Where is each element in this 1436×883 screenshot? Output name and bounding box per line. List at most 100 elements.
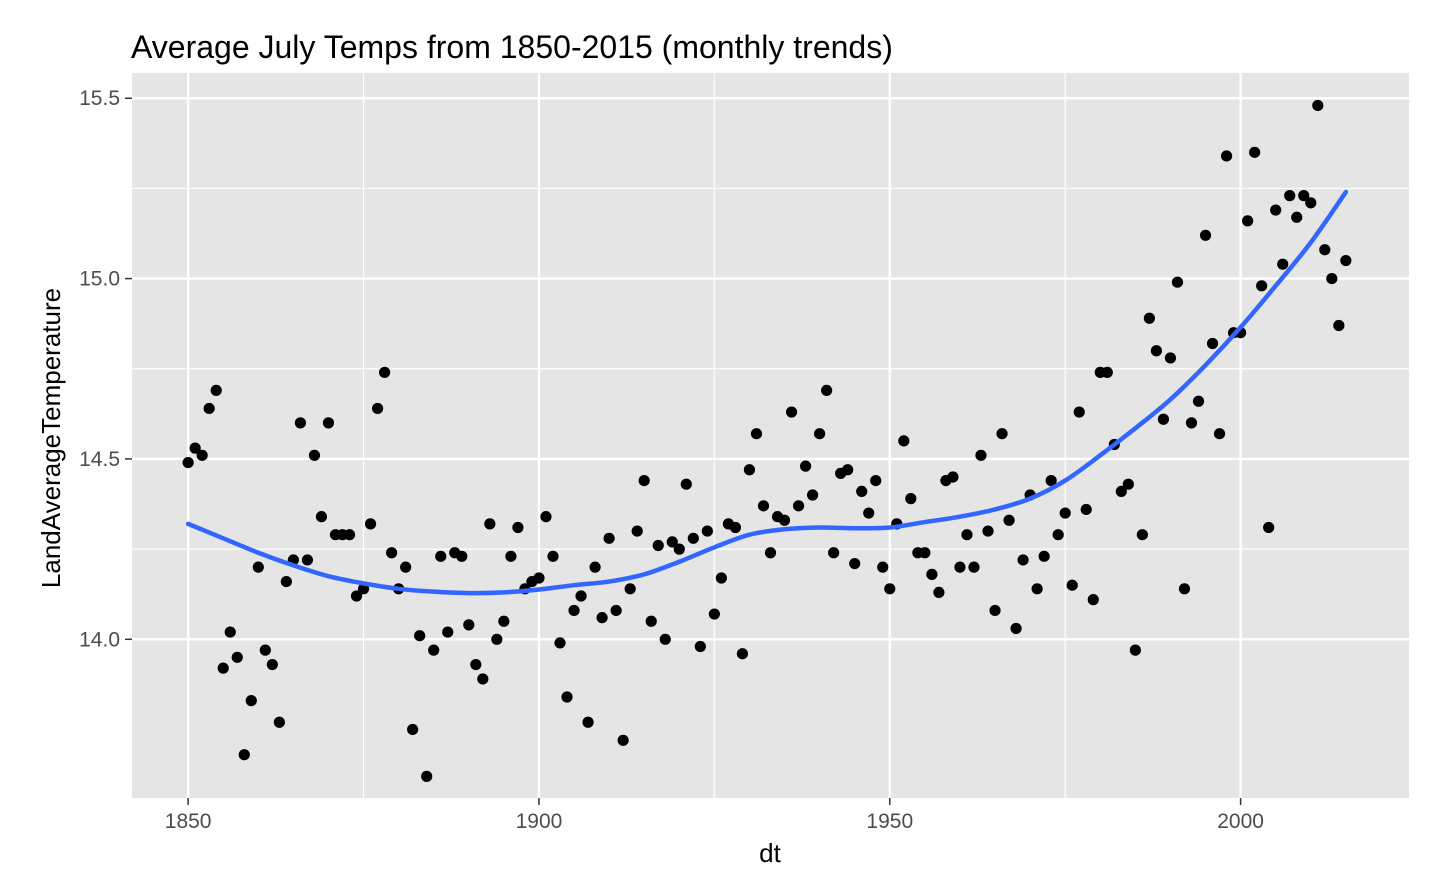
data-point (1045, 474, 1057, 487)
x-tick-label: 2000 (1217, 810, 1264, 833)
data-point (1171, 276, 1184, 288)
data-point (884, 583, 896, 595)
data-point (1003, 514, 1015, 526)
data-point (456, 550, 468, 562)
data-point (294, 417, 306, 429)
data-point (1242, 215, 1254, 227)
data-point (189, 442, 201, 454)
y-tick-label: 14.0 (79, 628, 120, 651)
data-point (238, 749, 250, 761)
data-point (1157, 413, 1170, 425)
data-point (217, 662, 229, 674)
data-point (1284, 190, 1296, 202)
data-point (996, 428, 1008, 440)
y-tick-label: 15.0 (79, 268, 120, 291)
data-point (484, 518, 496, 530)
data-point (414, 630, 426, 642)
data-point (1073, 406, 1085, 418)
data-point (1087, 594, 1099, 606)
data-point (547, 550, 559, 562)
x-axis-title: dt (759, 838, 781, 868)
data-point (1199, 229, 1212, 241)
data-point (1249, 146, 1261, 158)
data-point (378, 366, 391, 378)
data-point (533, 572, 545, 584)
data-point (1150, 345, 1163, 357)
data-point (821, 384, 833, 397)
data-point (877, 561, 889, 573)
data-point (1122, 478, 1134, 490)
data-point (1305, 197, 1317, 209)
data-point (673, 543, 685, 555)
data-point (343, 529, 356, 541)
scatter-points (182, 99, 1352, 782)
data-point (1052, 529, 1064, 541)
data-point (322, 417, 335, 429)
data-point (870, 474, 882, 487)
data-point (961, 529, 973, 541)
data-point (350, 590, 363, 602)
data-point (407, 723, 419, 736)
chart-title: Average July Temps from 1850-2015 (month… (131, 29, 893, 65)
data-point (491, 633, 503, 645)
data-point (743, 464, 756, 476)
data-point (624, 583, 636, 595)
data-point (428, 644, 440, 656)
data-point (266, 658, 278, 671)
data-point (1333, 319, 1345, 332)
data-point (1143, 312, 1155, 324)
data-point (736, 648, 749, 660)
data-point (659, 633, 671, 645)
data-point (1220, 150, 1233, 162)
data-point (568, 604, 580, 617)
data-point (926, 568, 938, 580)
data-point (898, 435, 910, 447)
data-point (1164, 352, 1177, 364)
data-point (315, 511, 328, 523)
data-point (687, 532, 699, 544)
data-point (905, 493, 917, 505)
data-point (715, 572, 727, 584)
data-point (828, 547, 840, 559)
data-point (757, 500, 770, 512)
data-point (842, 464, 854, 476)
data-point (666, 536, 678, 548)
data-point (1101, 366, 1113, 378)
data-point (1263, 521, 1275, 534)
data-point (814, 428, 826, 440)
data-point (582, 716, 594, 728)
data-point (1178, 583, 1191, 595)
axes: 1850 1900 1950 2000 14.0 14.5 15.0 15.5 (79, 87, 1264, 833)
data-point (364, 518, 377, 530)
data-point (1291, 211, 1303, 223)
data-point (1319, 244, 1331, 256)
data-point (1256, 280, 1268, 292)
data-point (1270, 204, 1282, 216)
data-point (1298, 190, 1310, 202)
data-point (245, 695, 257, 707)
data-point (435, 550, 447, 562)
data-point (308, 449, 321, 461)
data-point (1038, 550, 1050, 562)
data-point (554, 637, 566, 649)
x-tick-label: 1950 (866, 810, 913, 833)
data-point (750, 428, 763, 440)
data-point (196, 449, 208, 461)
y-tick-label: 15.5 (79, 87, 120, 110)
data-point (652, 539, 664, 552)
data-point (1115, 485, 1127, 498)
data-point (856, 485, 868, 498)
data-point (1277, 258, 1289, 270)
data-point (975, 449, 987, 461)
data-point (575, 590, 587, 602)
data-point (589, 561, 601, 573)
data-point (442, 626, 454, 638)
data-point (785, 406, 798, 418)
x-tick-label: 1900 (516, 810, 563, 833)
data-point (280, 575, 292, 588)
data-point (1340, 254, 1352, 267)
data-point (386, 547, 398, 559)
data-point (1031, 583, 1043, 595)
